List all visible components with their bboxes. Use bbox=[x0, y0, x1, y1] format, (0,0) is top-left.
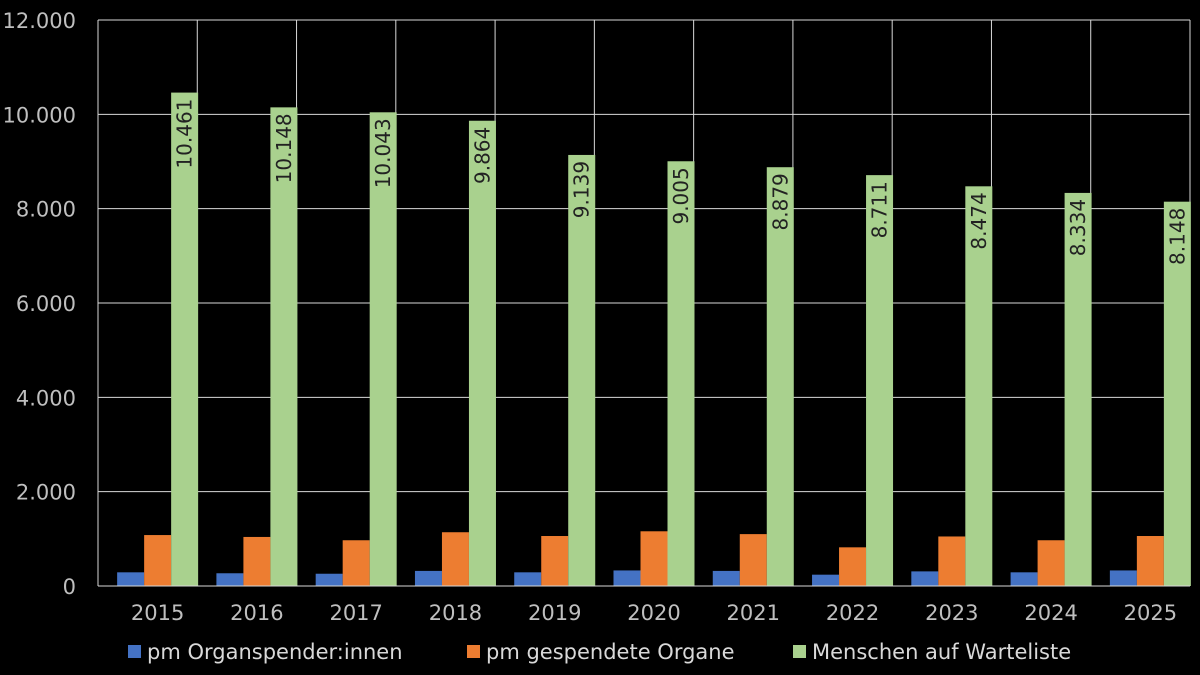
y-axis: 0 2.000 4.000 6.000 8.000 10.000 12.000 bbox=[3, 9, 76, 599]
bar bbox=[712, 570, 740, 586]
data-label: 8.474 bbox=[967, 192, 991, 249]
bar bbox=[613, 570, 641, 586]
bar bbox=[739, 534, 767, 586]
x-tick-label: 2016 bbox=[230, 601, 283, 625]
bar bbox=[938, 536, 966, 586]
data-label: 8.879 bbox=[768, 173, 792, 230]
data-label: 8.334 bbox=[1066, 199, 1090, 256]
bar bbox=[171, 92, 199, 586]
bar bbox=[766, 167, 794, 587]
y-tick-label: 2.000 bbox=[16, 481, 76, 505]
bar bbox=[144, 535, 172, 586]
bar bbox=[640, 531, 668, 586]
x-tick-label: 2019 bbox=[528, 601, 581, 625]
x-tick-label: 2023 bbox=[925, 601, 978, 625]
bar bbox=[1109, 570, 1137, 586]
bar bbox=[514, 572, 542, 586]
bar bbox=[568, 154, 596, 586]
bar bbox=[270, 107, 298, 587]
bar bbox=[1037, 540, 1065, 586]
legend-swatch bbox=[793, 645, 806, 658]
x-tick-label: 2024 bbox=[1024, 601, 1077, 625]
x-tick-label: 2021 bbox=[727, 601, 780, 625]
bar bbox=[342, 540, 370, 586]
bar bbox=[441, 532, 469, 586]
data-label: 9.005 bbox=[669, 167, 693, 224]
data-label: 10.461 bbox=[173, 99, 197, 169]
legend-label: pm Organspender:innen bbox=[147, 640, 403, 664]
data-label: 10.148 bbox=[272, 113, 296, 183]
y-tick-label: 8.000 bbox=[16, 198, 76, 222]
x-tick-label: 2022 bbox=[826, 601, 879, 625]
bar bbox=[965, 186, 993, 586]
x-tick-label: 2015 bbox=[131, 601, 184, 625]
y-tick-label: 6.000 bbox=[16, 292, 76, 316]
bar bbox=[866, 175, 894, 586]
legend-label: Menschen auf Warteliste bbox=[812, 640, 1071, 664]
bar bbox=[468, 120, 496, 587]
bar bbox=[315, 573, 343, 586]
x-axis: 2015 2016 2017 2018 2019 2020 2021 2022 2023 2024… bbox=[98, 585, 1190, 625]
bar bbox=[667, 161, 695, 586]
legend-label: pm gespendete Organe bbox=[486, 640, 735, 664]
bar bbox=[911, 571, 939, 586]
bar bbox=[117, 572, 145, 586]
x-tick-label: 2025 bbox=[1124, 601, 1177, 625]
bar bbox=[541, 536, 569, 586]
bar bbox=[414, 570, 442, 586]
bar bbox=[243, 536, 271, 586]
x-tick-label: 2020 bbox=[627, 601, 680, 625]
data-label: 8.711 bbox=[868, 181, 892, 238]
chart-legend: pm Organspender:innen pm gespendete Organ… bbox=[128, 640, 1071, 664]
bar bbox=[839, 547, 867, 586]
bar bbox=[812, 574, 840, 586]
y-tick-label: 0 bbox=[63, 575, 76, 599]
bar bbox=[369, 112, 397, 586]
bar bbox=[1136, 536, 1164, 586]
legend-swatch bbox=[128, 645, 141, 658]
legend-swatch bbox=[467, 645, 480, 658]
y-tick-label: 10.000 bbox=[3, 103, 76, 127]
data-label: 9.139 bbox=[570, 161, 594, 218]
chart-bars: 10.461 10.148 10.043 9.864 9.139 9.005 8.879 8.… bbox=[117, 92, 1191, 587]
bar bbox=[1010, 572, 1038, 586]
bar bbox=[216, 573, 244, 586]
bar bbox=[1064, 192, 1092, 586]
y-tick-label: 4.000 bbox=[16, 386, 76, 410]
data-label: 8.148 bbox=[1165, 208, 1189, 265]
data-label: 10.043 bbox=[371, 118, 395, 188]
y-tick-label: 12.000 bbox=[3, 9, 76, 33]
data-label: 9.864 bbox=[470, 127, 494, 184]
chart-grid bbox=[97, 19, 1191, 586]
x-tick-label: 2017 bbox=[329, 601, 382, 625]
bar bbox=[1163, 201, 1191, 586]
x-tick-label: 2018 bbox=[429, 601, 482, 625]
